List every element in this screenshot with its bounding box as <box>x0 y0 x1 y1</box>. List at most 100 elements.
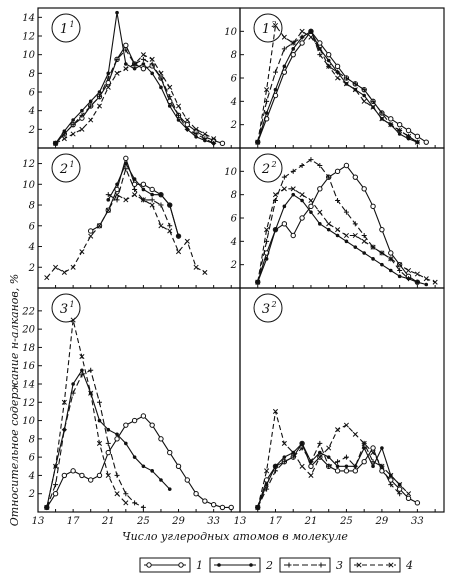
series-line-s3 <box>257 159 409 283</box>
data-point-s2 <box>80 108 84 113</box>
data-point-s1 <box>396 121 403 128</box>
data-point-s2 <box>150 71 154 76</box>
data-point-s3 <box>149 197 155 203</box>
data-point-s4 <box>361 238 367 244</box>
data-point-s3 <box>397 491 403 497</box>
data-point-s2 <box>176 118 181 122</box>
data-point-s4 <box>79 354 85 360</box>
data-point-s4 <box>272 22 279 29</box>
data-point-s3 <box>149 61 155 67</box>
data-point-s1 <box>228 504 234 511</box>
series-line-s1 <box>46 415 232 508</box>
data-point-s2 <box>362 93 366 98</box>
data-point-s2 <box>380 446 384 450</box>
data-point-s4 <box>114 491 120 497</box>
y-tick-label: 6 <box>231 214 238 225</box>
data-point-s1 <box>317 40 323 46</box>
data-point-s4 <box>272 192 279 198</box>
data-point-s3 <box>406 276 412 282</box>
y-tick-label: 12 <box>22 159 35 170</box>
data-point-s1 <box>379 226 385 233</box>
data-point-s4 <box>290 186 296 192</box>
y-tick-label: 8 <box>231 190 237 201</box>
y-tick-label: 10 <box>224 167 237 178</box>
y-tick-label: 6 <box>29 88 36 99</box>
data-point-s3 <box>352 221 358 227</box>
data-point-s4 <box>264 87 270 93</box>
data-point-s4 <box>202 269 208 275</box>
data-point-s1 <box>334 468 341 474</box>
data-point-s3 <box>290 168 296 174</box>
data-point-s3 <box>317 440 323 446</box>
data-point-s1 <box>370 445 376 451</box>
data-point-s4 <box>255 139 261 145</box>
series-line-s2 <box>257 193 427 286</box>
data-point-s2 <box>318 222 322 226</box>
data-point-s2 <box>159 85 163 90</box>
data-point-s3 <box>272 69 278 75</box>
data-point-s4 <box>308 197 314 204</box>
data-point-s3 <box>114 56 120 62</box>
y-tick-label: 6 <box>29 453 36 464</box>
data-point-s2 <box>300 441 304 446</box>
y-tick-label: 2 <box>230 260 237 271</box>
data-point-s1 <box>281 221 288 227</box>
data-point-s3 <box>123 47 129 53</box>
data-point-s3 <box>114 472 120 478</box>
y-tick-label: 8 <box>29 201 35 212</box>
data-point-s4 <box>132 61 138 67</box>
data-point-s4 <box>299 192 305 198</box>
data-point-s1 <box>140 181 147 187</box>
data-point-s1 <box>405 495 412 501</box>
legend-marker-s4 <box>356 562 362 568</box>
data-point-s1 <box>325 51 332 58</box>
data-point-s4 <box>379 116 385 122</box>
data-point-s4 <box>140 52 146 58</box>
data-point-s3 <box>193 131 199 137</box>
data-point-s2 <box>141 62 146 66</box>
data-point-s4 <box>414 139 420 145</box>
data-point-s2 <box>291 47 296 51</box>
data-point-s3 <box>158 202 164 208</box>
panel-label: 2 <box>59 162 68 177</box>
panel-label-superscript: 1 <box>69 160 74 169</box>
data-point-s2 <box>291 192 296 197</box>
y-tick-label: 8 <box>231 50 237 61</box>
data-point-s1 <box>114 186 120 193</box>
data-point-s3 <box>167 223 173 229</box>
data-point-s2 <box>132 177 137 181</box>
data-point-s4 <box>44 504 50 510</box>
data-point-s2 <box>335 233 340 238</box>
data-point-s4 <box>61 136 67 142</box>
data-point-s2 <box>71 382 75 386</box>
data-point-s1 <box>96 472 103 479</box>
data-point-s4 <box>343 232 349 239</box>
data-point-s1 <box>175 463 182 469</box>
data-point-s2 <box>124 441 128 446</box>
data-point-s4 <box>388 122 394 128</box>
data-point-s1 <box>61 472 68 479</box>
data-point-s4 <box>317 209 323 215</box>
data-point-s4 <box>388 256 394 262</box>
series-line-s2 <box>257 442 401 508</box>
data-point-s4 <box>70 131 76 137</box>
data-point-s2 <box>397 274 402 279</box>
data-point-s4 <box>53 463 59 469</box>
data-point-s3 <box>299 163 305 168</box>
data-point-s4 <box>193 264 199 270</box>
data-point-s2 <box>424 282 429 287</box>
data-point-s2 <box>282 64 287 69</box>
data-point-s4 <box>105 472 111 478</box>
y-tick-label: 6 <box>231 74 238 85</box>
legend-label-s2: 2 <box>265 559 273 572</box>
data-point-s3 <box>105 192 111 198</box>
y-tick-label: 4 <box>28 242 35 253</box>
x-tick-label: 21 <box>304 516 318 527</box>
data-point-s4 <box>96 440 103 446</box>
data-point-s4 <box>335 75 341 81</box>
data-point-s2 <box>176 234 181 238</box>
data-point-s1 <box>317 186 323 192</box>
data-point-s4 <box>132 192 138 198</box>
data-point-s4 <box>281 440 287 446</box>
